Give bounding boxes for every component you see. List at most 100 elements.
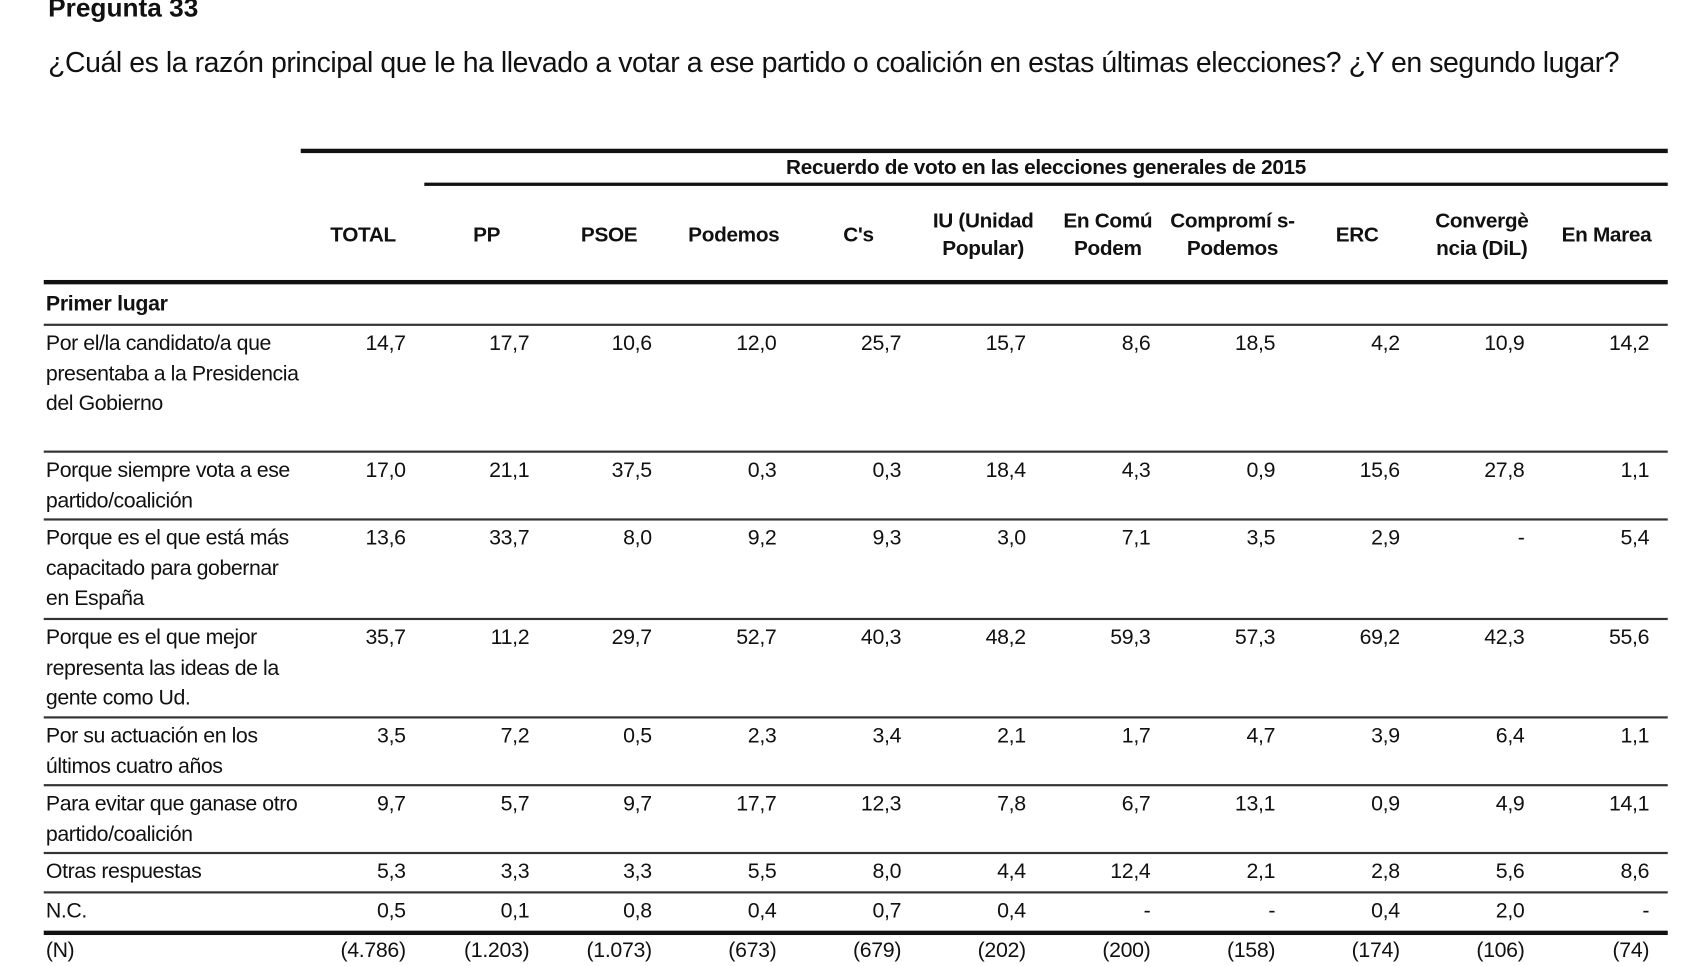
table-cell: 2,1 [997, 723, 1026, 749]
table-cell: 13,6 [365, 526, 407, 551]
table-cell: 55,6 [1608, 625, 1650, 650]
table-cell: 17,7 [736, 791, 777, 816]
question-text: ¿Cuál es la razón principal que le ha ll… [48, 45, 1620, 79]
table-cell: 4,7 [1246, 723, 1276, 749]
table-cell: 10,6 [611, 331, 653, 356]
row-label: Por su actuación en los últimos cuatro a… [45, 723, 258, 779]
table-cell: 7,2 [500, 723, 530, 749]
table-cell: (202) [977, 938, 1026, 963]
row-rule [43, 617, 1668, 621]
table-cell: (106) [1476, 938, 1525, 963]
table-cell: 69,2 [1359, 625, 1401, 650]
table-cell: 1,1 [1620, 723, 1650, 749]
table-cell: (74) [1612, 938, 1650, 963]
table-cell: (1.203) [464, 938, 530, 963]
section-label: Primer lugar [45, 291, 168, 317]
row-label: Otras respuestas [45, 859, 202, 884]
table-cell: 1,1 [1620, 458, 1650, 483]
table-cell: 6,7 [1121, 791, 1151, 816]
table-cell: (1.073) [586, 938, 653, 963]
table-cell: 8,0 [623, 526, 652, 551]
table-cell: - [1517, 526, 1525, 551]
table-cell: 25,7 [860, 331, 902, 356]
table-cell: 0,3 [747, 458, 777, 483]
table-cell: 12,0 [736, 331, 777, 356]
table-cell: 0,3 [872, 458, 902, 483]
table-cell: 52,7 [736, 625, 777, 650]
table-cell: - [1268, 898, 1276, 923]
table-cell: 18,4 [985, 458, 1027, 483]
table-cell: (679) [852, 938, 902, 963]
table-cell: 0,9 [1246, 458, 1276, 483]
table-cell: 40,3 [860, 625, 902, 650]
table-cell: 37,5 [611, 458, 653, 483]
question-number: Pregunta 33 [48, 0, 199, 23]
row-label: Por el/la candidato/a que presentaba a l… [45, 331, 299, 416]
row-rule [43, 518, 1668, 521]
table-cell: 18,5 [1234, 331, 1276, 356]
table-cell: 5,3 [377, 859, 406, 884]
table-cell: 14,2 [1608, 331, 1650, 356]
table-cell: 21,1 [489, 458, 530, 483]
table-cell: 3,5 [377, 723, 406, 749]
group-rule [424, 182, 1668, 186]
column-header: TOTAL [330, 223, 396, 247]
table-cell: 4,3 [1121, 458, 1151, 483]
table-cell: (158) [1226, 938, 1276, 963]
row-rule [43, 450, 1668, 453]
row-label: N.C. [45, 898, 87, 923]
table-cell: 59,3 [1110, 625, 1151, 650]
table-cell: 3,5 [1246, 526, 1276, 551]
table-cell: 35,7 [365, 625, 407, 650]
row-rule [43, 891, 1668, 894]
table-cell: 33,7 [489, 526, 530, 551]
table-cell: 5,5 [747, 859, 777, 884]
table-cell: - [1143, 898, 1151, 923]
column-header: Convergè ncia (DiL) [1435, 209, 1529, 261]
row-rule [43, 323, 1668, 326]
table-cell: 0,9 [1371, 791, 1400, 816]
column-header: Compromí s-Podemos [1170, 209, 1295, 261]
table-cell: 14,7 [365, 331, 407, 356]
row-rule [43, 716, 1668, 719]
table-cell: 5,7 [500, 791, 530, 816]
column-header: ERC [1335, 223, 1379, 247]
table-top-rule [300, 148, 1668, 154]
row-label: (N) [45, 938, 75, 963]
table-cell: 9,7 [377, 791, 406, 816]
table-cell: 5,6 [1495, 859, 1525, 884]
table-cell: 0,4 [1371, 898, 1400, 923]
column-header: PP [473, 223, 501, 247]
table-cell: - [1642, 898, 1650, 923]
column-header: IU (Unidad Popular) [932, 209, 1034, 261]
table-cell: 0,1 [500, 898, 530, 923]
table-cell: 42,3 [1484, 625, 1525, 650]
table-cell: (4.786) [340, 938, 406, 963]
table-cell: 27,8 [1484, 458, 1525, 483]
table-cell: (673) [728, 938, 777, 963]
table-cell: 12,3 [860, 791, 902, 816]
table-cell: 3,3 [500, 859, 530, 884]
table-cell: 9,3 [872, 526, 902, 551]
table-cell: 0,4 [747, 898, 777, 923]
table-cell: 7,8 [997, 791, 1026, 816]
group-header: Recuerdo de voto en las elecciones gener… [786, 156, 1307, 180]
table-cell: 2,8 [1371, 859, 1400, 884]
table-cell: 9,7 [623, 791, 652, 816]
column-header: C's [843, 223, 874, 247]
table-cell: 4,9 [1495, 791, 1525, 816]
table-cell: 48,2 [985, 625, 1027, 650]
table-cell: 3,4 [872, 723, 902, 749]
table-cell: 8,6 [1121, 331, 1151, 356]
table-cell: 15,7 [985, 331, 1027, 356]
table-cell: 15,6 [1359, 458, 1401, 483]
table-cell: 0,7 [872, 898, 902, 923]
table-cell: 0,8 [623, 898, 652, 923]
row-label: Porque es el que está más capacitado par… [45, 526, 289, 611]
row-rule [43, 784, 1668, 787]
table-cell: 1,7 [1121, 723, 1151, 749]
table-cell: 2,9 [1371, 526, 1400, 551]
row-label: Porque es el que mejor representa las id… [45, 625, 279, 710]
column-header: En Marea [1561, 223, 1652, 247]
